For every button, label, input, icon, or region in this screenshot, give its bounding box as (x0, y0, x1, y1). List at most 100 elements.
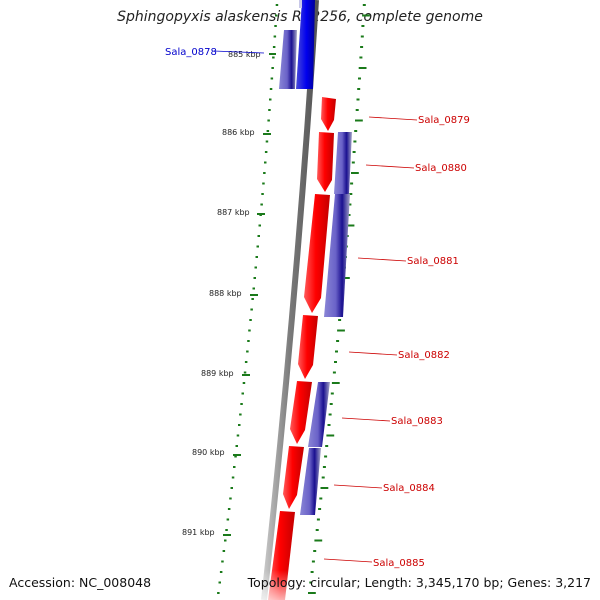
leader-line (333, 484, 383, 489)
gene-label[interactable]: Sala_0885 (373, 558, 425, 569)
minor-tick (321, 476, 325, 479)
minor-tick (241, 392, 244, 395)
minor-tick (262, 182, 265, 185)
scale-tick: 885 kbp (228, 50, 276, 59)
minor-tick (225, 529, 228, 531)
minor-tick (235, 445, 238, 447)
leader-line (213, 50, 265, 54)
minor-tick (347, 214, 351, 216)
gene-block[interactable] (324, 194, 350, 317)
minor-tick (264, 161, 267, 164)
minor-tick (313, 550, 317, 552)
minor-tick (238, 424, 241, 426)
minor-tick (332, 371, 336, 374)
leader-line (323, 558, 373, 563)
gene-label[interactable]: Sala_0881 (407, 256, 459, 267)
minor-tick (254, 266, 257, 269)
minor-tick (268, 109, 271, 111)
minor-tick (224, 539, 227, 542)
tick-label: 888 kbp (209, 289, 242, 298)
minor-tick (230, 487, 233, 489)
minor-tick (355, 119, 363, 122)
leader-line (368, 116, 418, 121)
gene-label[interactable]: Sala_0883 (391, 416, 443, 427)
minor-tick (359, 56, 363, 59)
minor-tick (233, 466, 236, 468)
minor-tick (337, 329, 345, 332)
minor-tick (346, 224, 355, 227)
minor-tick (270, 77, 274, 80)
gene-labels[interactable]: Sala_0878 Sala_0879 Sala_0880 Sala_0881 … (165, 47, 470, 569)
forward-genes[interactable] (260, 97, 336, 600)
tick-label: 886 kbp (222, 128, 255, 137)
minor-tick (349, 193, 353, 195)
minor-tick (335, 350, 338, 353)
minor-tick (322, 466, 326, 468)
gene-arrow[interactable] (298, 315, 318, 379)
minor-tick (263, 172, 266, 174)
tick-label: 889 kbp (201, 369, 234, 378)
minor-tick (361, 25, 365, 27)
topology-label: Topology: circular; Length: 3,345,170 bp… (247, 575, 591, 590)
minor-tick (354, 130, 358, 132)
gene-block[interactable] (296, 0, 315, 89)
minor-tick (247, 340, 250, 342)
minor-tick (251, 298, 254, 300)
minor-tick (352, 151, 356, 153)
minor-tick (226, 518, 230, 521)
gene-arrow[interactable] (283, 446, 304, 509)
minor-tick (351, 161, 355, 164)
minor-tick (314, 539, 323, 542)
tick-label: 890 kbp (192, 448, 225, 457)
gene-label[interactable]: Sala_0880 (415, 163, 467, 174)
gene-block-edge (299, 0, 302, 8)
scale-ticks: 885 kbp 886 kbp 887 kbp 888 kbp 889 kbp … (182, 50, 276, 537)
gene-arrow[interactable] (321, 97, 336, 131)
minor-tick (272, 46, 276, 48)
gene-label[interactable]: Sala_0878 (165, 47, 217, 58)
gene-label[interactable]: Sala_0879 (418, 115, 470, 126)
minor-tick (236, 434, 240, 437)
minor-tick (229, 497, 232, 500)
minor-tick (326, 434, 335, 437)
gene-arrow[interactable] (290, 381, 312, 444)
minor-tick (219, 571, 223, 573)
minor-tick (246, 350, 249, 353)
minor-tick (362, 14, 370, 17)
minor-tick (218, 581, 221, 584)
gene-label[interactable]: Sala_0884 (383, 483, 435, 494)
scale-tick: 890 kbp (192, 448, 241, 457)
minor-tick (250, 308, 253, 311)
inner-tick-ring (217, 4, 279, 594)
minor-tick (264, 151, 268, 153)
reverse-genes[interactable] (279, 0, 352, 515)
minor-tick (261, 193, 264, 195)
gene-block[interactable] (300, 448, 321, 515)
gene-arrow[interactable] (317, 132, 334, 192)
minor-tick (227, 508, 231, 510)
minor-tick (265, 140, 269, 143)
minor-tick (274, 25, 277, 27)
fade-overlay (260, 570, 300, 600)
minor-tick (360, 35, 364, 38)
scale-tick: 888 kbp (209, 289, 258, 298)
minor-tick (217, 592, 220, 594)
gene-label[interactable]: Sala_0882 (398, 350, 450, 361)
minor-tick (331, 382, 340, 384)
minor-tick (231, 476, 235, 479)
minor-tick (308, 592, 316, 594)
gene-arrow[interactable] (304, 194, 330, 313)
gene-block[interactable] (308, 382, 330, 447)
minor-tick (266, 130, 270, 132)
minor-tick (275, 4, 279, 6)
minor-tick (358, 67, 367, 69)
minor-tick (234, 455, 237, 458)
minor-tick (253, 277, 256, 279)
minor-tick (329, 403, 333, 405)
minor-tick (221, 560, 224, 563)
gene-block[interactable] (279, 30, 297, 89)
minor-tick (325, 445, 329, 447)
gene-block[interactable] (334, 132, 352, 194)
minor-tick (356, 98, 360, 101)
